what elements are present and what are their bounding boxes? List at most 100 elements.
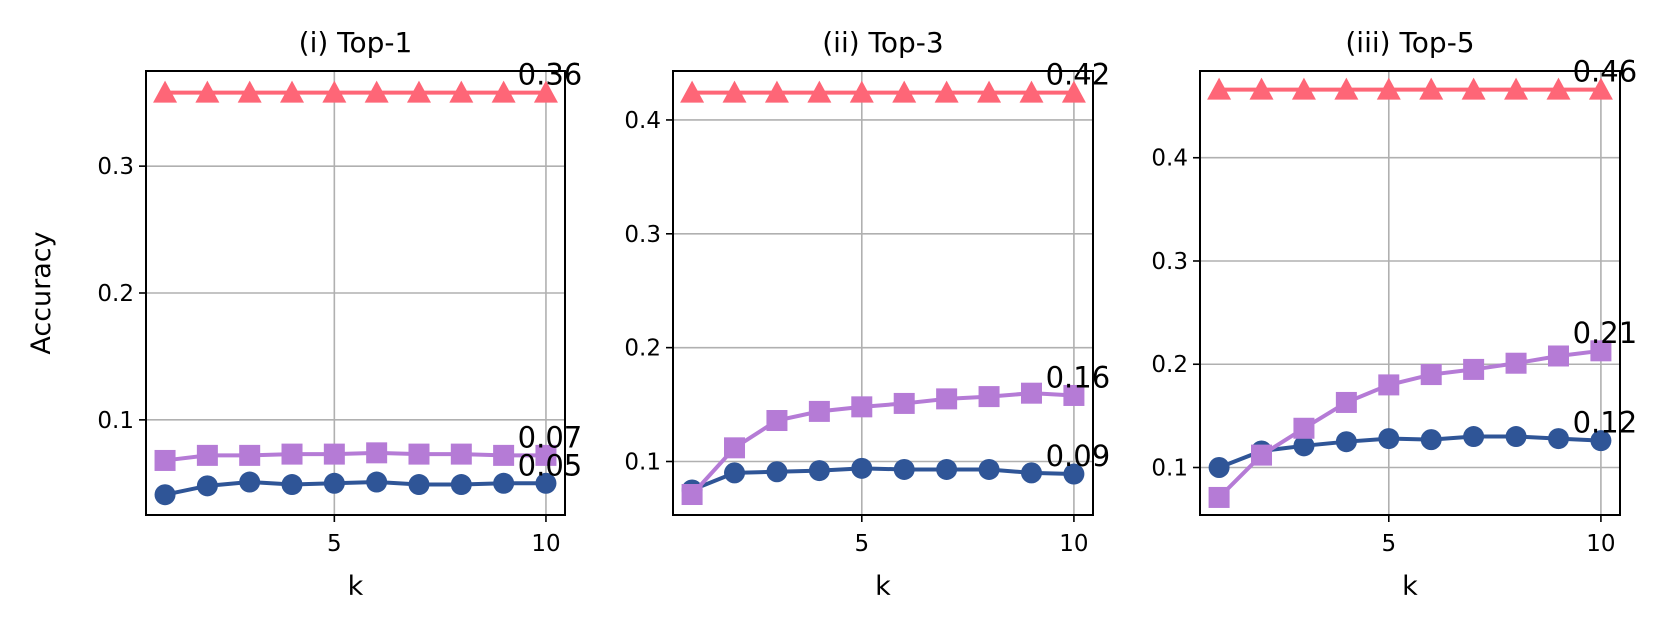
data-point — [1378, 428, 1400, 450]
x-axis-label: k — [348, 571, 364, 602]
y-tick-label: 0.4 — [1151, 146, 1188, 172]
series-line — [691, 466, 1074, 492]
series-triangle — [153, 80, 558, 103]
data-label: 0.05 — [518, 448, 583, 482]
x-tick-label: 5 — [327, 531, 342, 557]
data-point — [1249, 77, 1274, 100]
data-point — [1547, 428, 1569, 450]
data-point — [936, 458, 958, 480]
data-point — [1505, 426, 1527, 448]
data-point — [1293, 417, 1315, 439]
data-point — [681, 484, 703, 506]
data-point — [1208, 486, 1230, 508]
y-tick-label: 0.3 — [624, 222, 661, 248]
data-point — [1251, 444, 1273, 466]
plot-area — [153, 80, 558, 506]
y-tick-label: 0.4 — [624, 108, 661, 134]
data-point — [936, 388, 958, 410]
y-tick-label: 0.3 — [1151, 249, 1188, 275]
data-point — [408, 474, 430, 496]
data-point — [807, 80, 832, 103]
data-point — [1061, 80, 1086, 103]
axes-frame — [1199, 70, 1621, 516]
data-point — [1334, 77, 1359, 100]
data-point — [808, 460, 830, 482]
data-point — [491, 80, 516, 103]
data-point — [153, 80, 178, 103]
data-point — [1335, 431, 1357, 453]
data-point — [280, 80, 305, 103]
panel-title: (ii) Top-3 — [822, 26, 943, 59]
data-point — [1420, 364, 1442, 386]
data-point — [1547, 345, 1569, 367]
data-point — [1419, 77, 1444, 100]
data-point — [893, 458, 915, 480]
x-axis-label: k — [875, 571, 891, 602]
data-label: 0.16 — [1046, 360, 1111, 394]
data-point — [406, 80, 431, 103]
data-point — [239, 471, 261, 493]
data-point — [1588, 77, 1613, 100]
x-tick-label: 10 — [531, 531, 560, 557]
data-point — [851, 457, 873, 479]
data-point — [323, 443, 345, 465]
data-point — [1505, 352, 1527, 374]
data-point — [364, 80, 389, 103]
series-square — [154, 442, 557, 471]
data-point — [1063, 463, 1085, 485]
data-point — [766, 461, 788, 483]
data-point — [766, 410, 788, 432]
data-point — [281, 474, 303, 496]
data-point — [722, 80, 747, 103]
data-point — [366, 471, 388, 493]
data-point — [195, 80, 220, 103]
y-tick-label: 0.2 — [1151, 352, 1188, 378]
data-label: 0.09 — [1046, 439, 1111, 473]
plot-area — [1207, 77, 1613, 508]
data-point — [196, 475, 218, 497]
data-label: 0.07 — [518, 420, 583, 454]
series-circle — [681, 457, 1085, 501]
data-point — [533, 80, 558, 103]
data-point — [1504, 77, 1529, 100]
y-tick-label: 0.3 — [97, 154, 134, 180]
series-square — [1208, 340, 1612, 508]
data-point — [450, 443, 472, 465]
panel-1: 5 10 0.1 0.2 0.3 0.36 0.070.05 (i) Top-1 k Accura… — [26, 26, 582, 602]
data-point — [680, 80, 705, 103]
data-point — [1063, 384, 1085, 406]
data-point — [724, 462, 746, 484]
data-point — [892, 80, 917, 103]
data-label: 0.42 — [1046, 58, 1111, 92]
data-point — [1463, 426, 1485, 448]
panel-3: 5 10 0.1 0.2 0.3 0.4 0.46 0.21 0.12 (iii) Top-5 k — [1151, 26, 1637, 602]
y-tick-label: 0.2 — [97, 281, 134, 307]
panel-title: (i) Top-1 — [299, 26, 413, 59]
data-point — [1207, 77, 1232, 100]
series-line — [164, 450, 546, 463]
data-point — [237, 80, 262, 103]
y-tick-label: 0.2 — [624, 336, 661, 362]
y-tick-label: 0.1 — [1151, 456, 1188, 482]
axes-frame — [672, 70, 1094, 516]
data-point — [239, 444, 261, 466]
data-point — [851, 396, 873, 418]
data-point — [1019, 80, 1044, 103]
y-axis-label: Accuracy — [26, 231, 57, 354]
panel-2: 5 10 0.1 0.2 0.3 0.4 0.42 0.16 0.09 (ii) Top-3 k — [624, 26, 1110, 602]
data-point — [1376, 77, 1401, 100]
series-line — [1218, 434, 1602, 470]
y-tick-label: 0.1 — [624, 449, 661, 475]
data-point — [893, 392, 915, 414]
data-point — [493, 444, 515, 466]
data-point — [196, 444, 218, 466]
data-point — [450, 474, 472, 496]
series-triangle — [680, 80, 1086, 103]
plot-area — [680, 80, 1086, 506]
data-point — [764, 80, 789, 103]
data-point — [1590, 340, 1612, 362]
data-point — [1020, 382, 1042, 404]
series-square — [681, 382, 1085, 506]
data-point — [154, 484, 176, 506]
